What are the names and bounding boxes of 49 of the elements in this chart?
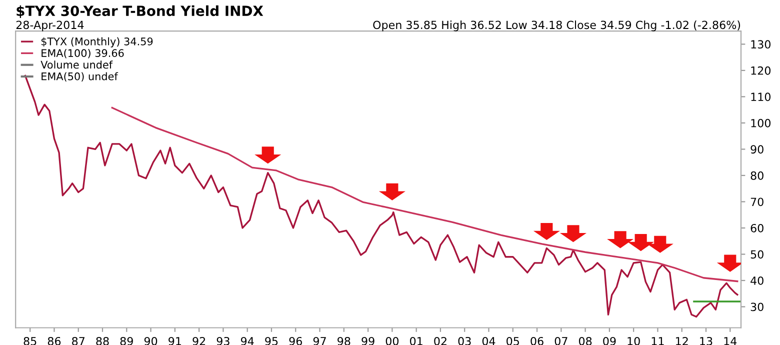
x-tick-label: 06 (530, 336, 544, 345)
x-tick-label: 95 (265, 336, 278, 345)
y-tick-label: 70 (750, 198, 764, 206)
annotation: Volume undef (40, 60, 113, 69)
chart-subtitle: 28-Apr-2014 (16, 20, 84, 32)
x-tick-label: 96 (289, 336, 302, 345)
x-tick-label: 01 (410, 336, 422, 345)
x-tick-label: 07 (554, 336, 568, 345)
chart-title: $TYX 30-Year T-Bond Yield INDX (16, 5, 264, 18)
x-tick-label: 90 (144, 336, 158, 345)
x-tick-label: 87 (72, 336, 84, 345)
x-tick-label: 03 (458, 336, 471, 345)
annotation: Open 35.85 High 36.52 Low 34.18 Close 34.59 Chg -1.02 (-2.86%) (373, 20, 740, 32)
x-tick-label: 98 (338, 336, 350, 345)
x-tick-label: 02 (434, 336, 446, 345)
y-tick-label: 130 (751, 40, 770, 49)
y-tick-label: 120 (751, 66, 770, 75)
x-tick-label: 08 (578, 336, 592, 345)
x-tick-label: 85 (24, 336, 36, 345)
annotation: EMA(50) undef (42, 72, 118, 82)
x-tick-label: 13 (700, 336, 712, 345)
x-tick-label: 09 (603, 336, 616, 345)
x-tick-label: 88 (96, 336, 109, 345)
y-tick-label: 90 (750, 145, 764, 154)
x-tick-label: 89 (120, 336, 133, 345)
x-tick-label: 94 (240, 336, 254, 345)
x-tick-label: 10 (628, 336, 640, 345)
x-tick-label: 05 (506, 336, 519, 345)
x-tick-label: 97 (313, 336, 326, 345)
x-tick-label: 04 (482, 336, 496, 345)
x-tick-label: 99 (362, 336, 374, 345)
legend-label: EMA(100) 39.66 (42, 48, 124, 58)
x-tick-label: 11 (652, 337, 664, 345)
x-tick-label: 00 (386, 336, 399, 345)
line-series (111, 106, 738, 282)
y-tick-label: 100 (751, 118, 770, 128)
y-tick-label: 60 (750, 224, 764, 232)
legend-label: $TYX (Monthly) 34.59 (41, 37, 153, 48)
y-tick-label: 30 (750, 302, 764, 312)
x-tick-label: 14 (724, 337, 737, 345)
x-tick-label: 92 (192, 336, 206, 345)
y-tick-label: 80 (750, 171, 764, 180)
y-tick-label: 110 (751, 92, 770, 102)
y-tick-label: 50 (750, 250, 764, 259)
x-tick-label: 86 (48, 336, 61, 345)
x-tick-label: 91 (168, 336, 181, 345)
x-tick-label: 93 (216, 336, 230, 345)
x-tick-label: 12 (676, 336, 688, 345)
y-tick-label: 40 (750, 276, 764, 285)
